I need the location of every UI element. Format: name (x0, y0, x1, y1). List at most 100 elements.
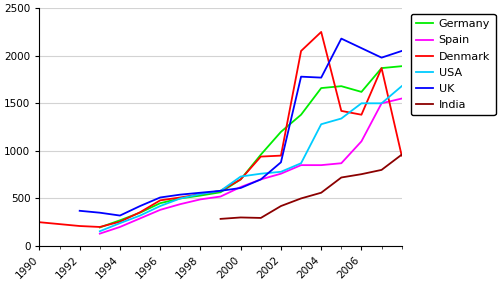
Denmark (117, 220, 123, 223)
Germany (298, 113, 304, 117)
UK (137, 204, 143, 208)
UK (318, 76, 324, 79)
Spain (258, 178, 264, 181)
USA (378, 101, 384, 105)
USA (97, 229, 103, 233)
Germany (117, 219, 123, 222)
Denmark (258, 155, 264, 158)
UK (117, 214, 123, 217)
Germany (398, 64, 404, 68)
UK (218, 189, 224, 193)
USA (117, 221, 123, 225)
India (338, 176, 344, 179)
Germany (218, 191, 224, 194)
UK (298, 75, 304, 78)
Denmark (358, 113, 364, 117)
Spain (378, 101, 384, 105)
Germany (338, 84, 344, 88)
Germany (198, 194, 203, 197)
USA (157, 204, 163, 208)
UK (238, 186, 244, 190)
Denmark (76, 224, 82, 228)
UK (178, 193, 184, 196)
India (218, 217, 224, 221)
India (358, 172, 364, 176)
UK (157, 196, 163, 199)
USA (338, 117, 344, 120)
USA (178, 197, 184, 200)
Line: India: India (220, 155, 402, 219)
Germany (258, 153, 264, 156)
Germany (318, 86, 324, 90)
Germany (238, 178, 244, 181)
Denmark (298, 49, 304, 53)
India (398, 153, 404, 156)
Germany (178, 197, 184, 200)
Germany (97, 226, 103, 229)
Denmark (318, 30, 324, 34)
Spain (278, 172, 284, 175)
Line: UK: UK (80, 38, 402, 215)
Spain (218, 195, 224, 198)
Germany (358, 90, 364, 93)
Denmark (218, 189, 224, 193)
Germany (378, 66, 384, 70)
UK (398, 49, 404, 53)
Denmark (338, 109, 344, 113)
Denmark (36, 221, 43, 224)
Denmark (198, 192, 203, 196)
India (378, 168, 384, 172)
UK (278, 160, 284, 164)
Spain (157, 208, 163, 211)
Denmark (398, 154, 404, 157)
Spain (97, 232, 103, 235)
Spain (298, 163, 304, 167)
Germany (137, 211, 143, 214)
USA (238, 175, 244, 178)
UK (76, 209, 82, 213)
India (238, 216, 244, 219)
Line: Germany: Germany (100, 66, 402, 227)
India (278, 204, 284, 208)
USA (198, 192, 203, 196)
USA (298, 162, 304, 165)
Spain (178, 202, 184, 206)
Spain (137, 217, 143, 220)
USA (358, 101, 364, 105)
Denmark (97, 225, 103, 229)
USA (218, 189, 224, 193)
Spain (398, 97, 404, 100)
Spain (117, 225, 123, 229)
India (318, 191, 324, 194)
UK (198, 191, 203, 194)
USA (398, 84, 404, 88)
Spain (318, 163, 324, 167)
Legend: Germany, Spain, Denmark, USA, UK, India: Germany, Spain, Denmark, USA, UK, India (411, 14, 496, 115)
India (298, 197, 304, 200)
USA (278, 170, 284, 174)
Spain (238, 185, 244, 189)
Denmark (157, 199, 163, 202)
Line: Denmark: Denmark (40, 32, 402, 227)
India (258, 216, 264, 220)
Denmark (178, 196, 184, 199)
UK (258, 178, 264, 181)
Spain (338, 162, 344, 165)
UK (97, 211, 103, 214)
Germany (278, 130, 284, 134)
Denmark (137, 211, 143, 214)
UK (338, 37, 344, 40)
UK (378, 56, 384, 59)
Line: Spain: Spain (100, 99, 402, 234)
Spain (358, 140, 364, 143)
Line: USA: USA (100, 86, 402, 231)
USA (258, 172, 264, 175)
Denmark (56, 222, 62, 226)
USA (137, 214, 143, 217)
Spain (198, 198, 203, 201)
Denmark (378, 66, 384, 70)
USA (318, 123, 324, 126)
Germany (157, 201, 163, 205)
Denmark (238, 178, 244, 181)
Denmark (278, 154, 284, 157)
